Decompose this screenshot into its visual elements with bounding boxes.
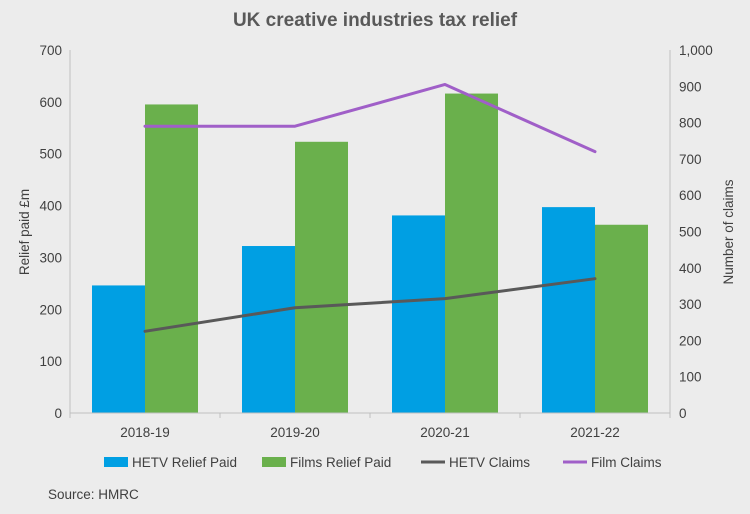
y2-tick-label: 1,000 <box>679 43 713 58</box>
ticks-layer: 0 100 200 300 400 500 600 700 0 100 200 300 400 500 60… <box>39 43 712 440</box>
y-tick-label: 600 <box>39 95 62 110</box>
bar-hetv-relief-paid-2019-20 <box>242 246 295 413</box>
x-tick-label: 2018-19 <box>120 425 170 440</box>
legend-item-hetv-claims: HETV Claims <box>421 455 530 470</box>
line-hetv-claims <box>143 277 597 333</box>
legend: HETV Relief Paid Films Relief Paid HETV Cl… <box>104 455 662 470</box>
axes-layer <box>69 50 671 418</box>
source-note: Source: HMRC <box>48 487 139 502</box>
legend-swatch <box>262 457 286 467</box>
y-tick-label: 100 <box>39 354 62 369</box>
x-tick-label: 2021-22 <box>570 425 620 440</box>
y-tick-label: 700 <box>39 43 62 58</box>
x-tick-label: 2020-21 <box>420 425 470 440</box>
bar-hetv-relief-paid-2021-22 <box>542 207 595 413</box>
legend-swatch <box>104 457 128 467</box>
y2-tick-label: 100 <box>679 370 702 385</box>
chart-title: UK creative industries tax relief <box>233 10 518 31</box>
bar-films-relief-paid-2019-20 <box>295 141 348 413</box>
y2-tick-label: 300 <box>679 297 702 312</box>
bar-films-relief-paid-2020-21 <box>445 93 498 413</box>
y-tick-label: 400 <box>39 199 62 214</box>
y2-tick-label: 200 <box>679 333 702 348</box>
y2-axis-label: Number of claims <box>721 179 736 284</box>
legend-label: Film Claims <box>591 455 662 470</box>
y2-tick-label: 900 <box>679 79 702 94</box>
bars-layer <box>92 93 648 413</box>
legend-label: HETV Claims <box>449 455 530 470</box>
y2-tick-label: 400 <box>679 261 702 276</box>
y2-tick-label: 600 <box>679 188 702 203</box>
bar-films-relief-paid-2021-22 <box>595 224 648 413</box>
y-tick-label: 200 <box>39 302 62 317</box>
legend-label: HETV Relief Paid <box>132 455 237 470</box>
lines-layer <box>143 82 597 333</box>
y2-tick-label: 700 <box>679 152 702 167</box>
legend-label: Films Relief Paid <box>290 455 391 470</box>
line-film-claims <box>143 82 597 154</box>
bar-films-relief-paid-2018-19 <box>145 104 198 413</box>
legend-item-films-relief-paid: Films Relief Paid <box>262 455 391 470</box>
y-tick-label: 300 <box>39 250 62 265</box>
y2-tick-label: 800 <box>679 116 702 131</box>
y2-tick-label: 500 <box>679 225 702 240</box>
y2-tick-label: 0 <box>679 406 687 421</box>
bar-hetv-relief-paid-2020-21 <box>392 215 445 413</box>
legend-item-film-claims: Film Claims <box>563 455 662 470</box>
legend-item-hetv-relief-paid: HETV Relief Paid <box>104 455 237 470</box>
y-tick-label: 0 <box>54 406 62 421</box>
y-tick-label: 500 <box>39 147 62 162</box>
bar-hetv-relief-paid-2018-19 <box>92 285 145 413</box>
x-tick-label: 2019-20 <box>270 425 320 440</box>
y-axis-label: Relief paid £m <box>17 189 32 275</box>
